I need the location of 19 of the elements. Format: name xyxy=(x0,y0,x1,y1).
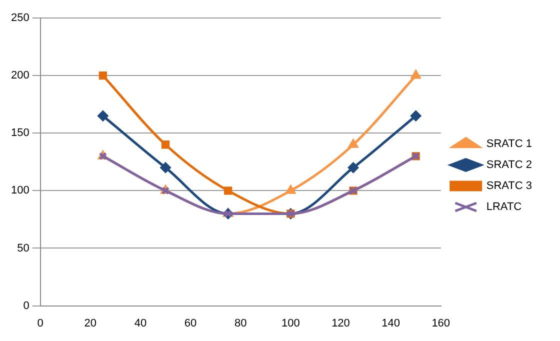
legend-label: SRATC 1 xyxy=(486,138,532,150)
x-tick-label: 100 xyxy=(281,317,300,330)
x-tick-label: 80 xyxy=(234,317,247,330)
legend-label: SRATC 2 xyxy=(486,159,532,172)
x-tick-label: 0 xyxy=(37,317,44,330)
legend-label: LRATC xyxy=(486,201,522,214)
x-tick-label: 140 xyxy=(382,317,400,330)
y-tick-label: 250 xyxy=(10,12,30,24)
x-tick-label: 20 xyxy=(84,317,97,330)
x-tick-label: 60 xyxy=(184,317,197,330)
y-tick-label: 200 xyxy=(10,70,30,82)
y-tick-label: 100 xyxy=(10,184,30,197)
y-tick-label: 150 xyxy=(10,127,30,140)
x-tick-label: 120 xyxy=(332,317,350,330)
legend-label: SRATC 3 xyxy=(486,180,532,192)
y-tick-label: 50 xyxy=(17,242,30,254)
x-tick-label: 160 xyxy=(432,317,450,330)
x-tick-label: 40 xyxy=(134,317,147,330)
y-tick-label: 0 xyxy=(23,300,30,312)
